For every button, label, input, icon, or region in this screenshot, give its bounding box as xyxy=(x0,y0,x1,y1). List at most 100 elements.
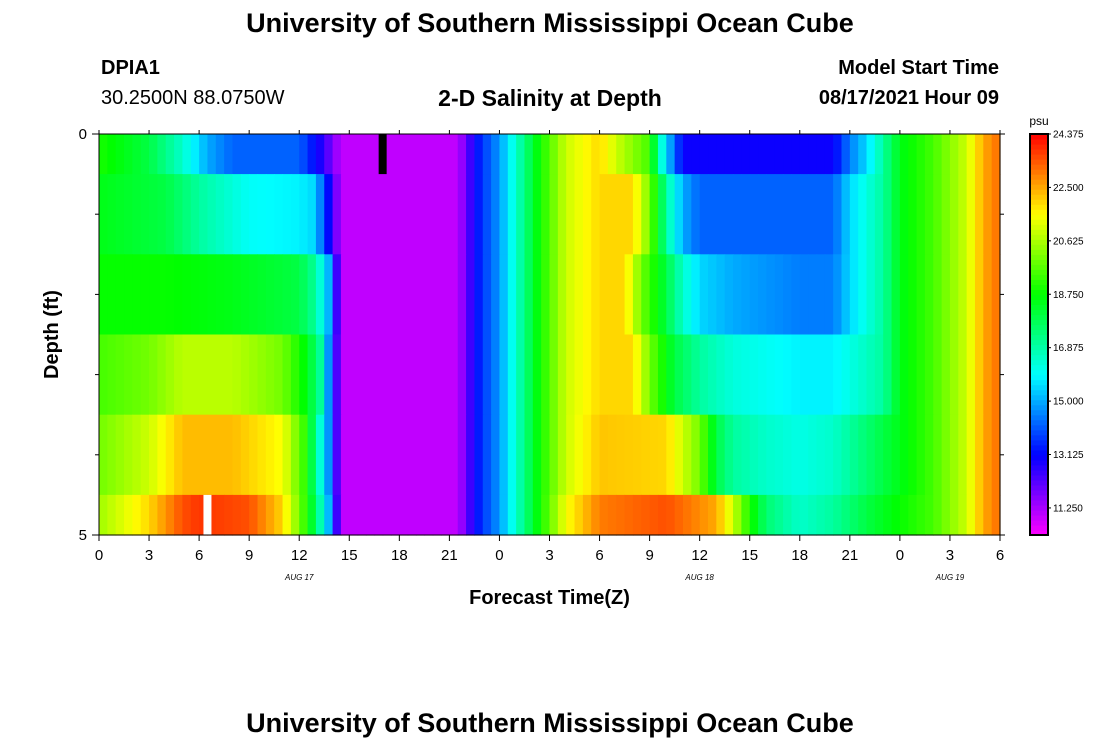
heatmap-cell xyxy=(891,334,901,416)
heatmap-cell xyxy=(457,174,467,255)
colorbar-segment xyxy=(1030,499,1048,506)
colorbar-tick-label: 11.250 xyxy=(1053,503,1083,514)
heatmap-cell xyxy=(249,494,259,536)
heatmap-cell xyxy=(941,174,951,255)
heatmap-cell xyxy=(232,414,242,496)
colorbar-segment xyxy=(1030,184,1048,190)
heatmap-cell xyxy=(607,494,617,536)
x-axis-label: Forecast Time(Z) xyxy=(469,587,630,609)
heatmap-cell xyxy=(482,174,492,255)
colorbar-tick-label: 18.750 xyxy=(1053,290,1084,301)
heatmap-cell xyxy=(190,494,200,536)
heatmap-cell xyxy=(749,174,759,255)
colorbar-segment xyxy=(1030,334,1048,341)
heatmap-cell xyxy=(499,254,509,336)
heatmap-cell xyxy=(374,254,384,336)
heatmap-cell xyxy=(157,134,167,175)
heatmap-cell xyxy=(958,174,968,255)
heatmap-cell xyxy=(799,174,809,255)
heatmap-cell xyxy=(858,174,868,255)
heatmap-cell xyxy=(791,134,801,175)
heatmap-cell xyxy=(816,134,826,175)
heatmap-cell xyxy=(741,414,751,496)
heatmap-cell xyxy=(240,334,250,416)
heatmap-cell xyxy=(816,174,826,255)
heatmap-cell xyxy=(507,174,517,255)
heatmap-cell xyxy=(315,414,325,496)
date-label: AUG 17 xyxy=(284,573,314,582)
heatmap-cell xyxy=(724,174,734,255)
heatmap-cell xyxy=(324,254,334,336)
colorbar-segment xyxy=(1030,259,1048,265)
colorbar-segment xyxy=(1030,489,1048,496)
heatmap-cell xyxy=(382,174,392,255)
heatmap-cell xyxy=(390,334,400,416)
heatmap-cell xyxy=(274,254,284,336)
heatmap-cell xyxy=(457,134,467,175)
heatmap-cell xyxy=(874,174,884,255)
heatmap-cell xyxy=(140,254,150,336)
heatmap-cell xyxy=(382,414,392,496)
colorbar-segment xyxy=(1030,144,1048,150)
heatmap-cell xyxy=(557,174,567,255)
colorbar: psu 24.375 22.500 20.625 18.750 16.875 15.000 1… xyxy=(1029,114,1084,536)
heatmap-cell xyxy=(182,134,192,175)
heatmap-cell xyxy=(858,414,868,496)
colorbar-segment xyxy=(1030,309,1048,316)
heatmap-cell xyxy=(682,334,692,416)
heatmap-cell xyxy=(499,414,509,496)
heatmap-cell xyxy=(666,134,676,175)
heatmap-cell xyxy=(365,254,375,336)
heatmap-cell xyxy=(724,494,734,536)
x-tick-label: 6 xyxy=(996,547,1004,564)
colorbar-segment xyxy=(1030,519,1048,526)
heatmap-cell xyxy=(382,134,392,175)
heatmap-cell xyxy=(474,334,484,416)
heatmap-cell xyxy=(808,254,818,336)
heatmap-cell xyxy=(182,254,192,336)
heatmap-cell xyxy=(966,414,976,496)
heatmap-cell xyxy=(207,414,217,496)
heatmap-cell xyxy=(282,494,292,536)
heatmap-cell xyxy=(524,494,534,536)
heatmap-cell xyxy=(182,494,192,536)
heatmap-cell xyxy=(265,414,275,496)
heatmap-cell xyxy=(949,414,959,496)
heatmap-cell xyxy=(190,254,200,336)
heatmap-cell xyxy=(516,254,526,336)
heatmap-cell xyxy=(607,134,617,175)
heatmap-cell xyxy=(157,254,167,336)
heatmap-cell xyxy=(207,134,217,175)
heatmap-cell xyxy=(115,174,125,255)
page-title: University of Southern Mississippi Ocean… xyxy=(246,8,854,38)
colorbar-segment xyxy=(1030,344,1048,351)
heatmap-cell xyxy=(766,134,776,175)
heatmap-cell xyxy=(315,134,325,175)
heatmap-cell xyxy=(616,494,626,536)
heatmap-cell xyxy=(783,334,793,416)
x-tick-label: 9 xyxy=(245,547,253,564)
colorbar-tick-label: 24.375 xyxy=(1053,130,1084,141)
heatmap-cell xyxy=(190,134,200,175)
colorbar-frame xyxy=(1029,133,1049,536)
heatmap-cell xyxy=(416,254,425,336)
heatmap-cell xyxy=(466,174,476,255)
heatmap-cell xyxy=(666,334,676,416)
heatmap-cell xyxy=(766,494,776,536)
heatmap-cell xyxy=(691,174,701,255)
heatmap-cell xyxy=(240,254,250,336)
heatmap-cell xyxy=(182,414,192,496)
heatmap-cell xyxy=(240,414,250,496)
heatmap-cell xyxy=(240,134,250,175)
heatmap-cell xyxy=(758,174,767,255)
heatmap-cell xyxy=(507,334,517,416)
heatmap-cell xyxy=(274,414,284,496)
heatmap-cell xyxy=(524,134,534,175)
heatmap-cell xyxy=(165,174,175,255)
heatmap-cell xyxy=(466,414,476,496)
colorbar-unit: psu xyxy=(1029,114,1048,128)
heatmap-cell xyxy=(232,174,242,255)
heatmap-cell xyxy=(649,174,659,255)
heatmap-cell xyxy=(966,254,976,336)
heatmap-cell xyxy=(899,174,909,255)
